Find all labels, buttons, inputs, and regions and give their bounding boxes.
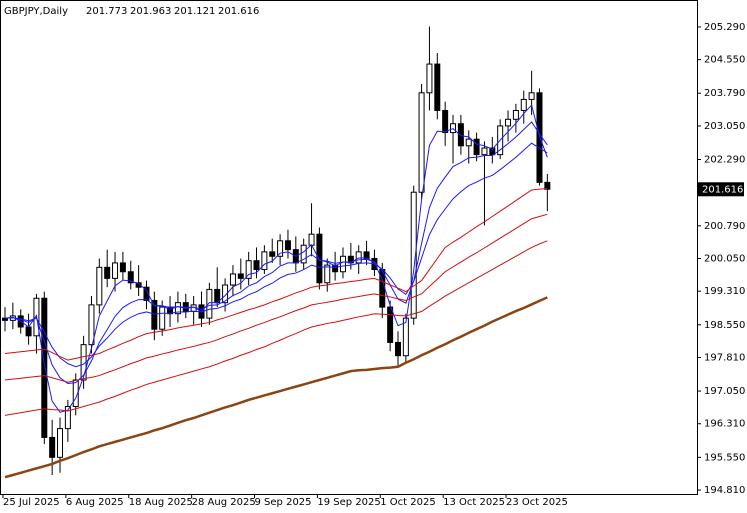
- y-tick-label: 200.790: [704, 221, 745, 232]
- y-tick-label: 202.290: [704, 155, 745, 166]
- candle-body: [512, 109, 519, 120]
- moving-average: [4, 240, 548, 416]
- candle-body: [442, 109, 449, 134]
- candle-body: [465, 138, 472, 147]
- y-tick-label: 205.290: [704, 22, 745, 33]
- candle-body: [253, 260, 260, 271]
- open: 201.773: [86, 6, 127, 17]
- candle-body: [143, 286, 150, 301]
- candle-body: [222, 284, 229, 304]
- candle-body: [363, 251, 370, 259]
- x-tick-label: 6 Aug 2025: [66, 497, 124, 508]
- candle-body: [151, 299, 158, 330]
- candle-body: [269, 251, 276, 257]
- x-tick-label: 18 Aug 2025: [129, 497, 193, 508]
- candle-body: [418, 92, 425, 193]
- candle-body: [324, 264, 331, 284]
- y-tick-label: 195.550: [704, 452, 745, 463]
- moving-average: [4, 104, 548, 413]
- candle-body: [473, 138, 480, 156]
- candle-body: [41, 297, 48, 438]
- candle-body: [88, 304, 95, 346]
- x-tick-label: 13 Oct 2025: [443, 497, 505, 508]
- price-marker: [698, 182, 744, 197]
- candle-body: [104, 266, 111, 279]
- candle-body: [387, 306, 394, 343]
- candle-body: [261, 251, 268, 271]
- candle-body: [457, 123, 464, 147]
- moving-average: [4, 213, 548, 383]
- candle-body: [332, 264, 339, 273]
- low: 201.121: [174, 6, 215, 17]
- y-tick-label: 203.050: [704, 121, 745, 132]
- candle-body: [505, 118, 512, 127]
- y-tick-label: 204.550: [704, 55, 745, 66]
- x-tick-label: 28 Aug 2025: [192, 497, 256, 508]
- candle-body: [96, 266, 103, 306]
- candle-body: [308, 233, 315, 246]
- candle-body: [434, 63, 441, 111]
- moving-average: [4, 296, 548, 479]
- candle-body: [112, 262, 119, 279]
- y-tick-label: 197.050: [704, 386, 745, 397]
- y-tick-label: 198.550: [704, 320, 745, 331]
- y-tick-label: 197.810: [704, 352, 745, 363]
- candle-body: [284, 240, 291, 251]
- candle-body: [245, 260, 252, 279]
- candle-body: [206, 288, 213, 319]
- candle-body: [174, 302, 181, 315]
- x-tick-label: 23 Oct 2025: [506, 497, 568, 508]
- candle-body: [481, 147, 488, 156]
- candle-body: [402, 317, 409, 357]
- symbol: GBPJPY,Daily: [4, 6, 68, 17]
- y-tick-label: 203.790: [704, 88, 745, 99]
- candle-body: [127, 271, 134, 284]
- candle-body: [544, 181, 551, 190]
- candle-body: [25, 326, 32, 337]
- candle-body: [395, 341, 401, 357]
- y-tick-label: 196.310: [704, 419, 745, 430]
- close: 201.616: [218, 6, 259, 17]
- candle-body: [237, 273, 244, 279]
- candle-body: [489, 147, 496, 156]
- header: GBPJPY,Daily 201.773 201.963 201.121 201…: [4, 6, 259, 17]
- candle-body: [49, 436, 56, 458]
- candle-body: [520, 98, 527, 111]
- x-tick-label: 19 Sep 2025: [317, 497, 380, 508]
- candle-body: [300, 244, 307, 264]
- moving-average: [4, 142, 548, 368]
- price-marker-label: 201.616: [702, 184, 743, 195]
- candle-body: [159, 306, 166, 330]
- candle-body: [426, 63, 433, 94]
- candle-body: [277, 240, 284, 257]
- candle-body: [229, 273, 236, 286]
- y-tick-label: 194.810: [704, 485, 745, 496]
- candle-body: [135, 282, 142, 288]
- plot-frame: [0, 0, 698, 495]
- candle-body: [119, 262, 126, 273]
- candle-body: [64, 406, 71, 430]
- moving-average: [4, 188, 548, 361]
- candle-body: [355, 251, 362, 264]
- high: 201.963: [130, 6, 171, 17]
- candle-body: [339, 255, 346, 273]
- candle-body: [536, 92, 543, 183]
- candle-body: [528, 92, 535, 100]
- x-tick-label: 1 Oct 2025: [380, 497, 435, 508]
- candle-body: [410, 191, 417, 319]
- candle-body: [57, 428, 64, 458]
- x-tick-label: 9 Sep 2025: [255, 497, 312, 508]
- x-tick-label: 25 Jul 2025: [3, 497, 60, 508]
- y-tick-label: 199.310: [704, 286, 745, 297]
- y-tick-label: 200.050: [704, 253, 745, 264]
